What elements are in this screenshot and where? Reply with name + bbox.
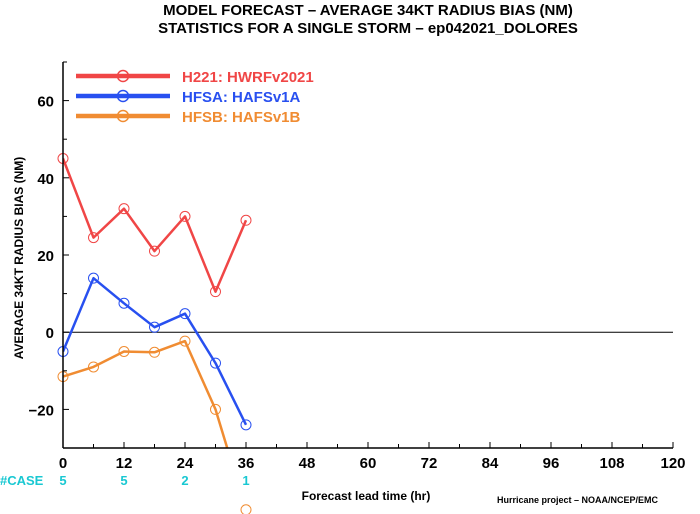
- data-point: [240, 214, 252, 226]
- series-1: [57, 153, 252, 298]
- data-point: [149, 321, 160, 333]
- data-point: [210, 403, 221, 415]
- legend-label: HFSA: HAFSv1A: [182, 89, 301, 106]
- x-tick-label: 72: [421, 455, 438, 472]
- series-layer: [57, 153, 252, 514]
- credit-text: Hurricane project – NOAA/NCEP/EMC: [497, 495, 659, 505]
- data-point: [88, 232, 99, 244]
- case-label: #CASE: [0, 473, 44, 488]
- data-point: [149, 245, 160, 257]
- x-tick-label: 96: [543, 455, 560, 472]
- data-point: [149, 346, 160, 358]
- x-tick-label: 60: [360, 455, 377, 472]
- data-point: [179, 335, 191, 347]
- x-tick-label: 120: [660, 455, 685, 472]
- legend-marker: [116, 109, 130, 123]
- legend-label: HFSB: HAFSv1B: [182, 109, 301, 126]
- series-line: [63, 339, 229, 448]
- data-point: [118, 346, 130, 357]
- data-point: [118, 203, 130, 215]
- y-tick-label: −20: [29, 402, 54, 419]
- case-count: 5: [59, 473, 66, 488]
- legend: H221: HWRFv2021 HFSA: HAFSv1A HFSB: HAFSv1…: [76, 69, 314, 126]
- chart-title: MODEL FORECAST – AVERAGE 34KT RADIUS BIA…: [163, 2, 573, 19]
- y-axis-label: AVERAGE 34KT RADIUS BIAS (NM): [12, 157, 26, 359]
- x-tick-label: 0: [59, 455, 67, 472]
- data-point: [88, 361, 99, 373]
- case-counts: 5 5 2 1: [59, 473, 249, 488]
- legend-item: HFSB: HAFSv1B: [76, 109, 301, 126]
- legend-item: HFSA: HAFSv1A: [76, 89, 301, 106]
- case-count: 5: [120, 473, 127, 488]
- data-point: [240, 504, 252, 514]
- x-tick-label: 84: [482, 455, 499, 472]
- x-tick-label: 108: [599, 455, 624, 472]
- legend-marker: [116, 89, 130, 103]
- data-point: [179, 308, 191, 320]
- x-tick-label: 24: [177, 455, 194, 472]
- x-tick-label: 12: [116, 455, 133, 472]
- x-tick-label: 48: [299, 455, 316, 472]
- axes-layer: −20 0 20 40 60 0 12 24 36 48 60 72 84 96 108 120: [29, 61, 686, 472]
- y-tick-label: 20: [37, 248, 54, 265]
- data-point: [210, 357, 221, 369]
- x-axis-label: Forecast lead time (hr): [302, 489, 431, 503]
- series-3: [57, 335, 252, 514]
- series-line: [63, 276, 248, 426]
- y-tick-label: 60: [37, 94, 54, 111]
- data-point: [210, 286, 221, 298]
- chart-subtitle: STATISTICS FOR A SINGLE STORM – ep042021…: [158, 20, 578, 37]
- x-tick-label: 36: [238, 455, 255, 472]
- legend-item: H221: HWRFv2021: [76, 69, 314, 86]
- y-tick-label: 40: [37, 171, 54, 188]
- data-point: [240, 419, 252, 431]
- legend-marker: [116, 69, 130, 83]
- case-count: 2: [181, 473, 188, 488]
- data-point: [118, 297, 130, 309]
- series-line: [63, 158, 248, 293]
- case-count: 1: [242, 473, 249, 488]
- y-tick-label: 0: [46, 325, 54, 342]
- data-point: [179, 210, 191, 222]
- legend-label: H221: HWRFv2021: [182, 69, 314, 86]
- data-point: [88, 272, 99, 284]
